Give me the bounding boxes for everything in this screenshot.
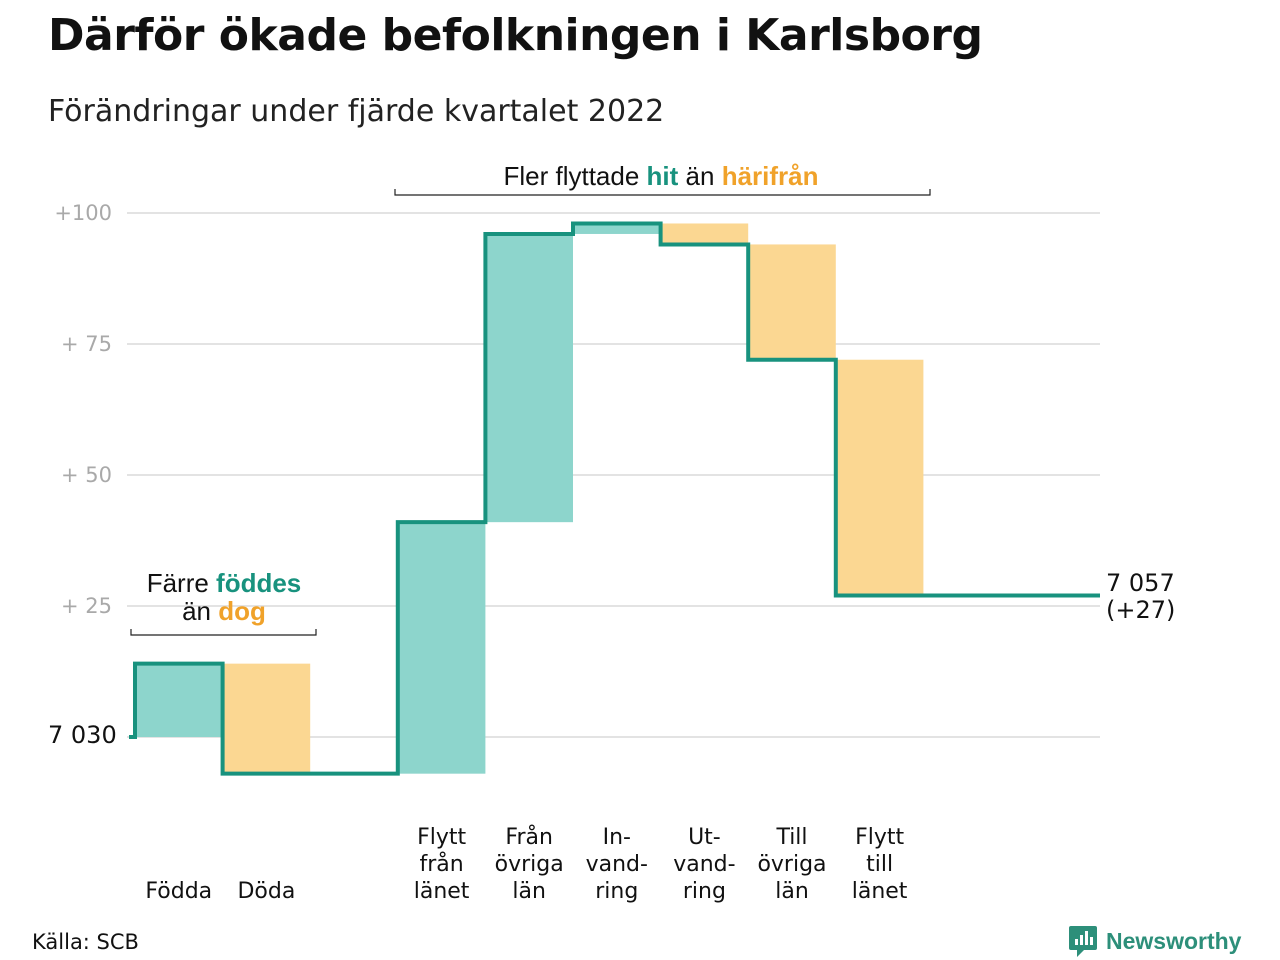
y-tick-label: + 50 <box>61 463 112 487</box>
brand-name: Newsworthy <box>1106 927 1242 954</box>
start-value-label: 7 030 <box>48 721 117 749</box>
newsworthy-logo-icon <box>1069 926 1097 957</box>
y-tick-label: + 75 <box>61 332 112 356</box>
chart-subtitle: Förändringar under fjärde kvartalet 2022 <box>48 94 665 129</box>
migration-annotation: Fler flyttade hit än härifrån <box>503 161 818 191</box>
births-annotation-line2: än dog <box>182 596 266 626</box>
category-label: Ut- <box>688 825 721 850</box>
category-label: Till <box>775 825 807 850</box>
category-label: Från <box>505 824 553 850</box>
grid-lines <box>127 212 1100 738</box>
category-label: från <box>419 851 463 877</box>
bar-flytt <box>397 522 486 774</box>
births-annotation-line1: Färre föddes <box>147 568 302 598</box>
category-label: övriga <box>757 852 826 877</box>
category-label: Flytt <box>855 825 904 850</box>
category-label: Födda <box>145 879 212 904</box>
category-label: vand- <box>586 852 648 877</box>
migration-annotation-pre: Fler flyttade <box>503 161 646 191</box>
births-annotation-pre1: Färre <box>147 568 216 598</box>
end-change-label: (+27) <box>1106 596 1175 624</box>
bar-flytt <box>835 359 924 596</box>
bar-döda <box>222 663 311 774</box>
y-tick-label: +100 <box>54 201 112 225</box>
bar-till <box>748 244 836 360</box>
y-tick-labels: + 25 + 50 + 75 +100 <box>54 201 112 618</box>
bar-födda <box>135 663 223 737</box>
category-label: Flytt <box>417 825 466 850</box>
category-label: In- <box>603 825 631 850</box>
births-bracket <box>130 629 317 636</box>
births-annotation-hl1: föddes <box>216 568 301 598</box>
brand-logo: Newsworthy <box>1068 924 1241 958</box>
running-total-line <box>129 221 1100 776</box>
bar-in- <box>573 223 661 234</box>
chart-title: Därför ökade befolkningen i Karlsborg <box>48 10 983 61</box>
category-label: vand- <box>673 852 735 877</box>
source-note: Källa: SCB <box>32 930 139 954</box>
bars <box>135 223 924 774</box>
births-annotation-hl2: dog <box>218 596 266 626</box>
category-label: ring <box>683 879 726 904</box>
category-label: Döda <box>237 879 295 904</box>
category-label: länet <box>852 879 908 904</box>
category-label: övriga <box>495 852 564 877</box>
category-label: ring <box>595 879 638 904</box>
end-value-label: 7 057 <box>1106 569 1175 597</box>
y-tick-label: + 25 <box>61 594 112 618</box>
migration-annotation-hl2: härifrån <box>722 161 819 191</box>
category-labels: Födda DödaFlyttfrånlänetFrånövrigalänIn-v… <box>145 824 907 904</box>
bar-ut- <box>660 223 749 245</box>
bar-från <box>485 233 573 523</box>
category-label: till <box>866 852 893 877</box>
category-label: län <box>512 879 546 904</box>
category-label: län <box>775 879 809 904</box>
migration-bracket <box>394 189 931 196</box>
births-annotation-pre2: än <box>182 596 218 626</box>
migration-annotation-mid: än <box>678 161 721 191</box>
category-label: länet <box>414 879 470 904</box>
migration-annotation-hl1: hit <box>647 161 679 191</box>
